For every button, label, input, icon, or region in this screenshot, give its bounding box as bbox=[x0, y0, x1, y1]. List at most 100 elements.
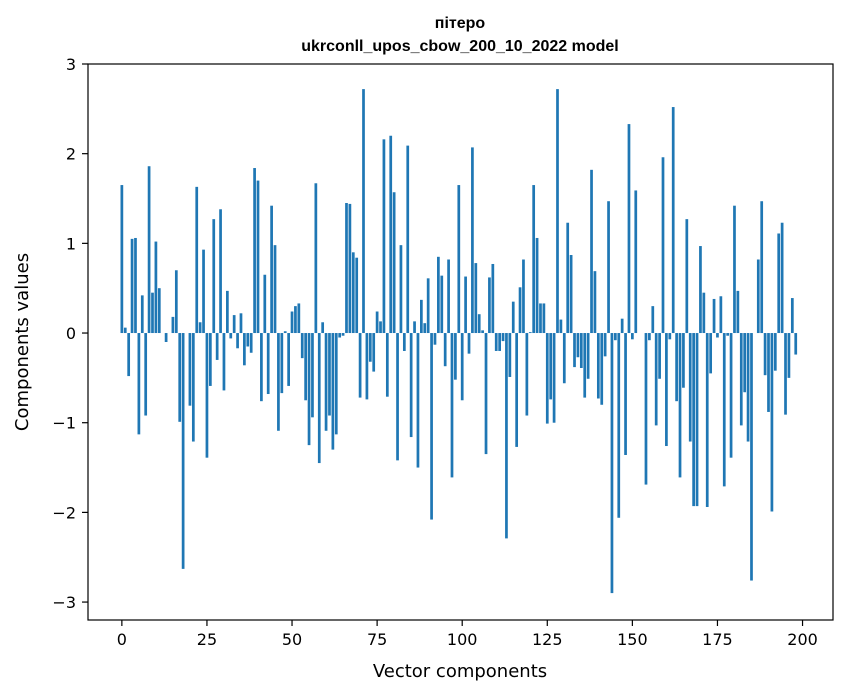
bar-24 bbox=[202, 249, 205, 334]
bar-170 bbox=[699, 246, 702, 334]
bar-112 bbox=[501, 333, 505, 342]
bar-11 bbox=[157, 288, 161, 334]
y-tick-label: −3 bbox=[52, 593, 76, 612]
bar-5 bbox=[137, 333, 141, 435]
bar-135 bbox=[579, 333, 583, 368]
bar-66 bbox=[345, 203, 348, 334]
bar-31 bbox=[226, 290, 229, 334]
bar-104 bbox=[474, 263, 478, 334]
bar-147 bbox=[620, 318, 624, 334]
bar-81 bbox=[396, 333, 399, 461]
bar-22 bbox=[195, 186, 199, 334]
bar-176 bbox=[719, 296, 723, 334]
bar-167 bbox=[688, 333, 692, 442]
bar-189 bbox=[763, 333, 767, 376]
bar-1 bbox=[123, 327, 127, 334]
bar-132 bbox=[569, 255, 573, 334]
y-tick-label: −1 bbox=[52, 414, 76, 433]
bar-142 bbox=[603, 333, 607, 357]
bar-73 bbox=[368, 333, 372, 362]
bar-10 bbox=[154, 241, 158, 334]
bar-159 bbox=[661, 157, 665, 334]
bar-72 bbox=[365, 333, 369, 400]
x-tick-label: 50 bbox=[282, 630, 302, 649]
bar-161 bbox=[668, 333, 672, 340]
bar-9 bbox=[151, 292, 154, 334]
bar-155 bbox=[648, 333, 651, 341]
bar-117 bbox=[518, 287, 522, 334]
bar-27 bbox=[212, 219, 216, 334]
bar-76 bbox=[379, 321, 382, 334]
bar-44 bbox=[270, 205, 273, 334]
bar-121 bbox=[532, 185, 536, 334]
bar-8 bbox=[147, 166, 151, 334]
bar-188 bbox=[760, 201, 764, 334]
bar-82 bbox=[399, 245, 403, 334]
bar-63 bbox=[334, 333, 338, 435]
y-tick-label: 1 bbox=[66, 234, 76, 253]
bar-177 bbox=[722, 333, 726, 487]
y-axis-ticks: −3 −2 −1 0 1 2 3 bbox=[52, 55, 88, 612]
bar-192 bbox=[773, 333, 777, 371]
bar-173 bbox=[709, 333, 713, 374]
bar-78 bbox=[385, 333, 389, 397]
bar-145 bbox=[613, 333, 617, 341]
bar-122 bbox=[535, 237, 539, 334]
bar-148 bbox=[624, 333, 627, 455]
bar-144 bbox=[610, 333, 614, 594]
bar-125 bbox=[545, 333, 549, 424]
bar-3 bbox=[130, 238, 134, 334]
bar-71 bbox=[362, 89, 365, 334]
bar-series bbox=[120, 89, 798, 594]
bar-85 bbox=[409, 333, 413, 438]
bar-84 bbox=[406, 145, 410, 334]
bar-4 bbox=[134, 237, 137, 334]
bar-138 bbox=[590, 169, 593, 334]
chart-title-line-2: ukrconll_upos_cbow_200_10_2022 model bbox=[301, 38, 618, 55]
bar-95 bbox=[443, 333, 447, 367]
bar-68 bbox=[351, 252, 355, 334]
bar-97 bbox=[450, 333, 454, 478]
bar-183 bbox=[743, 333, 747, 393]
bar-53 bbox=[300, 333, 304, 359]
bar-60 bbox=[324, 333, 328, 431]
bar-146 bbox=[617, 333, 621, 518]
bar-16 bbox=[174, 270, 178, 334]
plot-frame bbox=[87, 63, 834, 621]
bar-18 bbox=[181, 333, 185, 569]
bar-0 bbox=[120, 185, 124, 334]
bar-178 bbox=[726, 333, 730, 336]
bar-67 bbox=[348, 203, 352, 334]
x-tick-label: 175 bbox=[702, 630, 733, 649]
bar-20 bbox=[188, 333, 192, 406]
bar-130 bbox=[562, 333, 566, 384]
bar-52 bbox=[297, 303, 301, 334]
bar-126 bbox=[549, 333, 553, 400]
bar-154 bbox=[644, 333, 648, 485]
bar-64 bbox=[338, 333, 342, 338]
bar-165 bbox=[682, 333, 685, 388]
x-tick-label: 150 bbox=[617, 630, 648, 649]
y-tick-label: −2 bbox=[52, 503, 76, 522]
bar-48 bbox=[283, 331, 287, 334]
bar-6 bbox=[140, 295, 144, 334]
bar-17 bbox=[178, 333, 182, 422]
bar-61 bbox=[328, 333, 331, 416]
bar-157 bbox=[654, 333, 658, 426]
bar-34 bbox=[236, 333, 239, 349]
bar-158 bbox=[658, 333, 661, 379]
bar-171 bbox=[702, 292, 706, 334]
bar-166 bbox=[685, 219, 689, 334]
bar-143 bbox=[607, 201, 610, 334]
bar-141 bbox=[600, 333, 604, 405]
bar-169 bbox=[695, 333, 699, 507]
bar-103 bbox=[471, 147, 474, 334]
bar-123 bbox=[539, 303, 542, 334]
bar-109 bbox=[491, 263, 495, 334]
bar-49 bbox=[287, 333, 290, 386]
bar-193 bbox=[777, 233, 781, 334]
bar-163 bbox=[675, 333, 678, 402]
bar-75 bbox=[375, 311, 379, 334]
bar-185 bbox=[750, 333, 753, 581]
chart-title-line-1: пітеро bbox=[435, 15, 486, 32]
